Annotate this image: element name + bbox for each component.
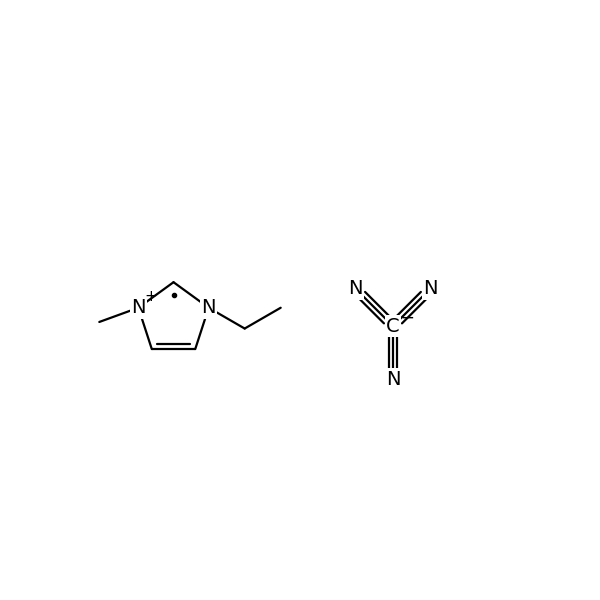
Text: +: + bbox=[144, 289, 157, 304]
Text: N: N bbox=[423, 279, 438, 298]
Text: N: N bbox=[386, 370, 400, 389]
Text: N: N bbox=[202, 298, 216, 317]
Text: N: N bbox=[348, 279, 362, 298]
Text: −: − bbox=[400, 309, 414, 327]
Text: N: N bbox=[131, 298, 146, 317]
Text: C: C bbox=[386, 317, 400, 335]
